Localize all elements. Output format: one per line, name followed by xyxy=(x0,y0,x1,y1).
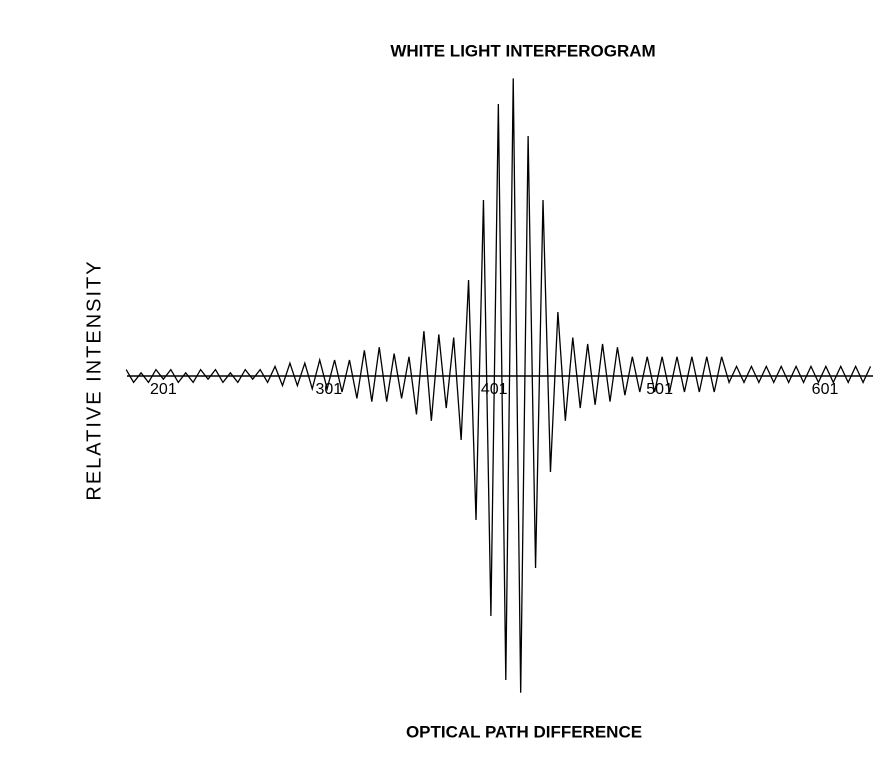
x-axis-label: OPTICAL PATH DIFFERENCE xyxy=(406,722,642,741)
x-tick-label: 601 xyxy=(812,381,839,398)
x-tick-label: 201 xyxy=(150,381,177,398)
data-line xyxy=(125,78,872,693)
chart-title: WHITE LIGHT INTERFEROGRAM xyxy=(390,41,655,60)
y-axis-label: RELATIVE INTENSITY xyxy=(83,259,105,500)
x-tick-label: 301 xyxy=(315,381,342,398)
